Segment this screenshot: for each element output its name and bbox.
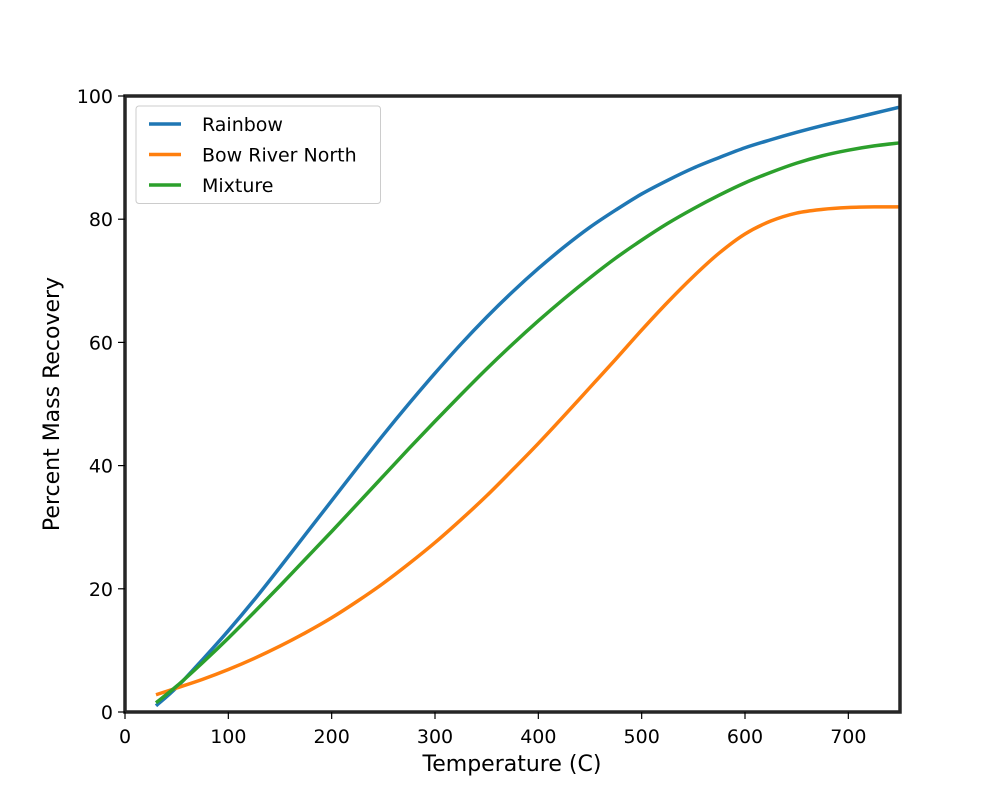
series-line-mixture: [154, 141, 901, 705]
x-tick-label: 700: [830, 726, 866, 748]
x-tick-label: 500: [624, 726, 660, 748]
legend: Rainbow Bow River North Mixture: [135, 105, 381, 204]
x-axis-label: Temperature (C): [422, 752, 602, 777]
x-tick-label: 400: [520, 726, 556, 748]
x-tick-label: 200: [314, 726, 350, 748]
legend-label-rainbow: Rainbow: [202, 114, 283, 136]
legend-label-bow-river-north: Bow River North: [202, 145, 357, 167]
legend-box: [135, 105, 381, 204]
y-tick-label: 80: [89, 209, 113, 231]
y-tick-label: 100: [77, 86, 113, 108]
y-tick-label: 60: [89, 332, 113, 354]
series-layer: [154, 105, 901, 708]
x-tick-label: 300: [417, 726, 453, 748]
y-axis-label: Percent Mass Recovery: [40, 277, 65, 531]
series-line-bow-river-north: [155, 205, 901, 697]
x-tick-label: 600: [727, 726, 763, 748]
y-tick-label: 20: [89, 579, 113, 601]
x-tick-label: 0: [119, 726, 131, 748]
tick-layer: 0 100 200 300 400 500 600 700 0 20 40 60 80 100: [77, 86, 867, 748]
plot-frame: [123, 94, 902, 714]
y-tick-label: 0: [101, 702, 113, 724]
series-line-rainbow: [154, 105, 901, 708]
legend-label-mixture: Mixture: [202, 175, 274, 197]
y-tick-label: 40: [89, 456, 113, 478]
x-tick-label: 100: [210, 726, 246, 748]
